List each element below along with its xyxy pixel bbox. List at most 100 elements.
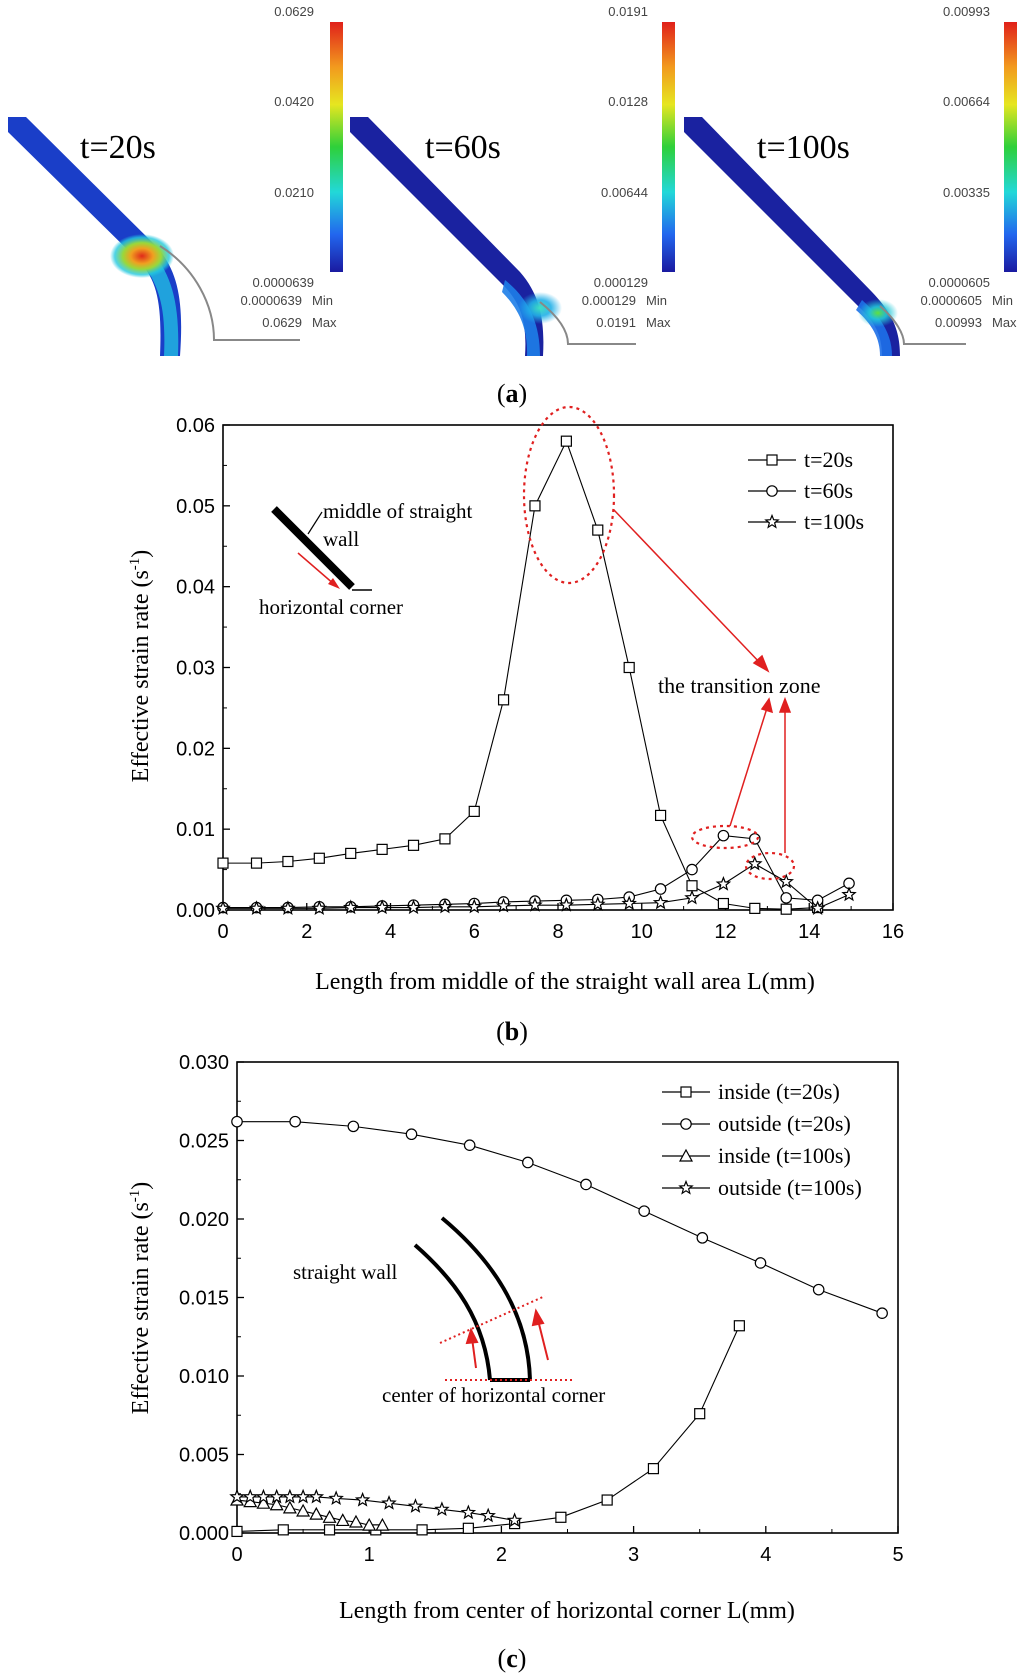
- data-point-square: [749, 902, 761, 914]
- die-outline: [539, 301, 636, 345]
- scale-tick: 0.00664: [943, 94, 990, 109]
- legend-marker-star: [678, 1179, 694, 1195]
- data-point-square: [623, 661, 635, 674]
- t100-highlight: [744, 851, 796, 881]
- color-scale-bar: [330, 22, 343, 272]
- data-point-star: [590, 896, 606, 911]
- data-point-square: [654, 809, 667, 822]
- data-point-star: [280, 900, 296, 915]
- inset-sketch: middle of straight wall horizontal corne…: [259, 499, 472, 619]
- scale-tick: 0.00644: [601, 185, 648, 200]
- data-point-triangle: [309, 1506, 324, 1520]
- y-tick-label: 0.00: [176, 900, 215, 922]
- data-point-star: [466, 898, 483, 914]
- data-point-circle: [231, 1115, 243, 1128]
- data-point-star: [328, 1490, 344, 1506]
- x-tick-label: 12: [714, 921, 736, 943]
- inset-label-wall: straight wall: [293, 1260, 398, 1284]
- panel-c-letter: c: [506, 1644, 518, 1673]
- data-point-star: [715, 875, 732, 891]
- data-point-square: [560, 435, 572, 447]
- annotation-arrows: [613, 509, 792, 853]
- scale-tick: 0.000129: [594, 275, 648, 290]
- data-point-circle: [405, 1128, 418, 1141]
- x-tick-label: 2: [496, 1544, 507, 1566]
- y-tick-label: 0.015: [179, 1288, 229, 1310]
- data-point-star: [295, 1488, 311, 1504]
- scale-tick: 0.0191: [608, 4, 648, 19]
- max-value: 0.0629: [262, 315, 302, 330]
- data-point-square: [282, 855, 294, 868]
- data-point-circle: [289, 1115, 301, 1128]
- data-point-square: [468, 805, 480, 817]
- plot-frame: [222, 424, 894, 911]
- data-point-square: [217, 857, 229, 869]
- arrow-to-label: [613, 509, 763, 666]
- legend-marker-square: [766, 454, 778, 466]
- data-point-circle: [522, 1156, 534, 1169]
- data-point-square: [529, 500, 541, 512]
- min-value: 0.0000639: [241, 293, 302, 308]
- data-point-square: [313, 852, 325, 864]
- chart-b: 0 2 4 6 8 10 12 14 16 0.00 0.01 0.02 0.03 0.04 0.05 0.0…: [127, 405, 904, 1046]
- x-tick-label: 0: [231, 1544, 242, 1566]
- inner-wall-sketch: [413, 1243, 492, 1381]
- series-markers: [215, 435, 857, 915]
- data-point-square: [323, 1524, 336, 1536]
- data-point-square: [407, 839, 420, 851]
- data-point-circle: [638, 1205, 650, 1217]
- hotspot: [518, 292, 562, 324]
- data-point-star: [407, 1498, 424, 1513]
- legend: t=20s t=60s t=100s: [748, 447, 864, 534]
- data-point-square: [277, 1524, 289, 1536]
- legend-label: t=60s: [804, 478, 853, 503]
- wall-shape: [350, 117, 544, 356]
- data-point-star: [778, 873, 794, 889]
- direction-arrows: [465, 1308, 549, 1369]
- contour-snapshot-t20: t=20s 0.0629 0.0420 0.0210 0.0000639 0.0…: [8, 4, 343, 356]
- x-tick-label: 1: [364, 1544, 375, 1566]
- y-tick-label: 0.025: [179, 1131, 229, 1153]
- data-point-triangle: [269, 1497, 284, 1511]
- data-point-circle: [876, 1307, 888, 1319]
- direction-arrow: [297, 552, 336, 586]
- scale-tick: 0.0210: [274, 185, 314, 200]
- time-label: t=20s: [80, 129, 156, 166]
- data-point-circle: [347, 1120, 360, 1133]
- data-point-circle: [696, 1232, 709, 1244]
- time-label: t=60s: [425, 129, 501, 166]
- data-point-star: [747, 855, 763, 871]
- arrowhead: [760, 697, 774, 714]
- inset-label-bottom: horizontal corner: [259, 595, 403, 619]
- y-tick-label: 0.030: [179, 1052, 229, 1074]
- color-scale-bar: [662, 22, 675, 272]
- x-tick-label: 4: [760, 1544, 771, 1566]
- legend-marker-square: [680, 1086, 692, 1098]
- y-tick-label: 0.005: [179, 1445, 229, 1467]
- data-point-star: [308, 1488, 325, 1504]
- y-tick-label: 0.05: [176, 496, 215, 518]
- data-point-square: [647, 1463, 660, 1475]
- y-tick-label: 0.020: [179, 1209, 229, 1231]
- data-point-star: [506, 1512, 523, 1528]
- legend-label: outside (t=100s): [718, 1175, 862, 1200]
- y-axis-title: Effective strain rate (s-1): [127, 1182, 154, 1415]
- panel-b-letter: b: [505, 1017, 519, 1046]
- color-scale-bar: [1004, 22, 1017, 272]
- y-axis-title-sup: -1: [127, 1190, 143, 1203]
- axis-ticks: 0 2 4 6 8 10 12 14 16 0.00 0.01 0.02 0.03 0.04 0.05 0.0…: [176, 415, 904, 943]
- die-outline: [879, 305, 966, 345]
- data-point-star: [684, 889, 700, 905]
- data-point-square: [231, 1525, 243, 1538]
- x-tick-label: 0: [217, 921, 228, 943]
- outside-arrow: [537, 1319, 549, 1361]
- min-value: 0.000129: [582, 293, 636, 308]
- data-point-star: [437, 898, 453, 914]
- series-line-circle: [237, 1121, 883, 1314]
- data-point-circle: [812, 1283, 825, 1296]
- min-label: Min: [646, 293, 667, 308]
- inset-label-corner: center of horizontal corner: [382, 1383, 605, 1407]
- min-label: Min: [992, 293, 1013, 308]
- legend-marker-star: [764, 513, 780, 529]
- data-point-square: [345, 847, 357, 860]
